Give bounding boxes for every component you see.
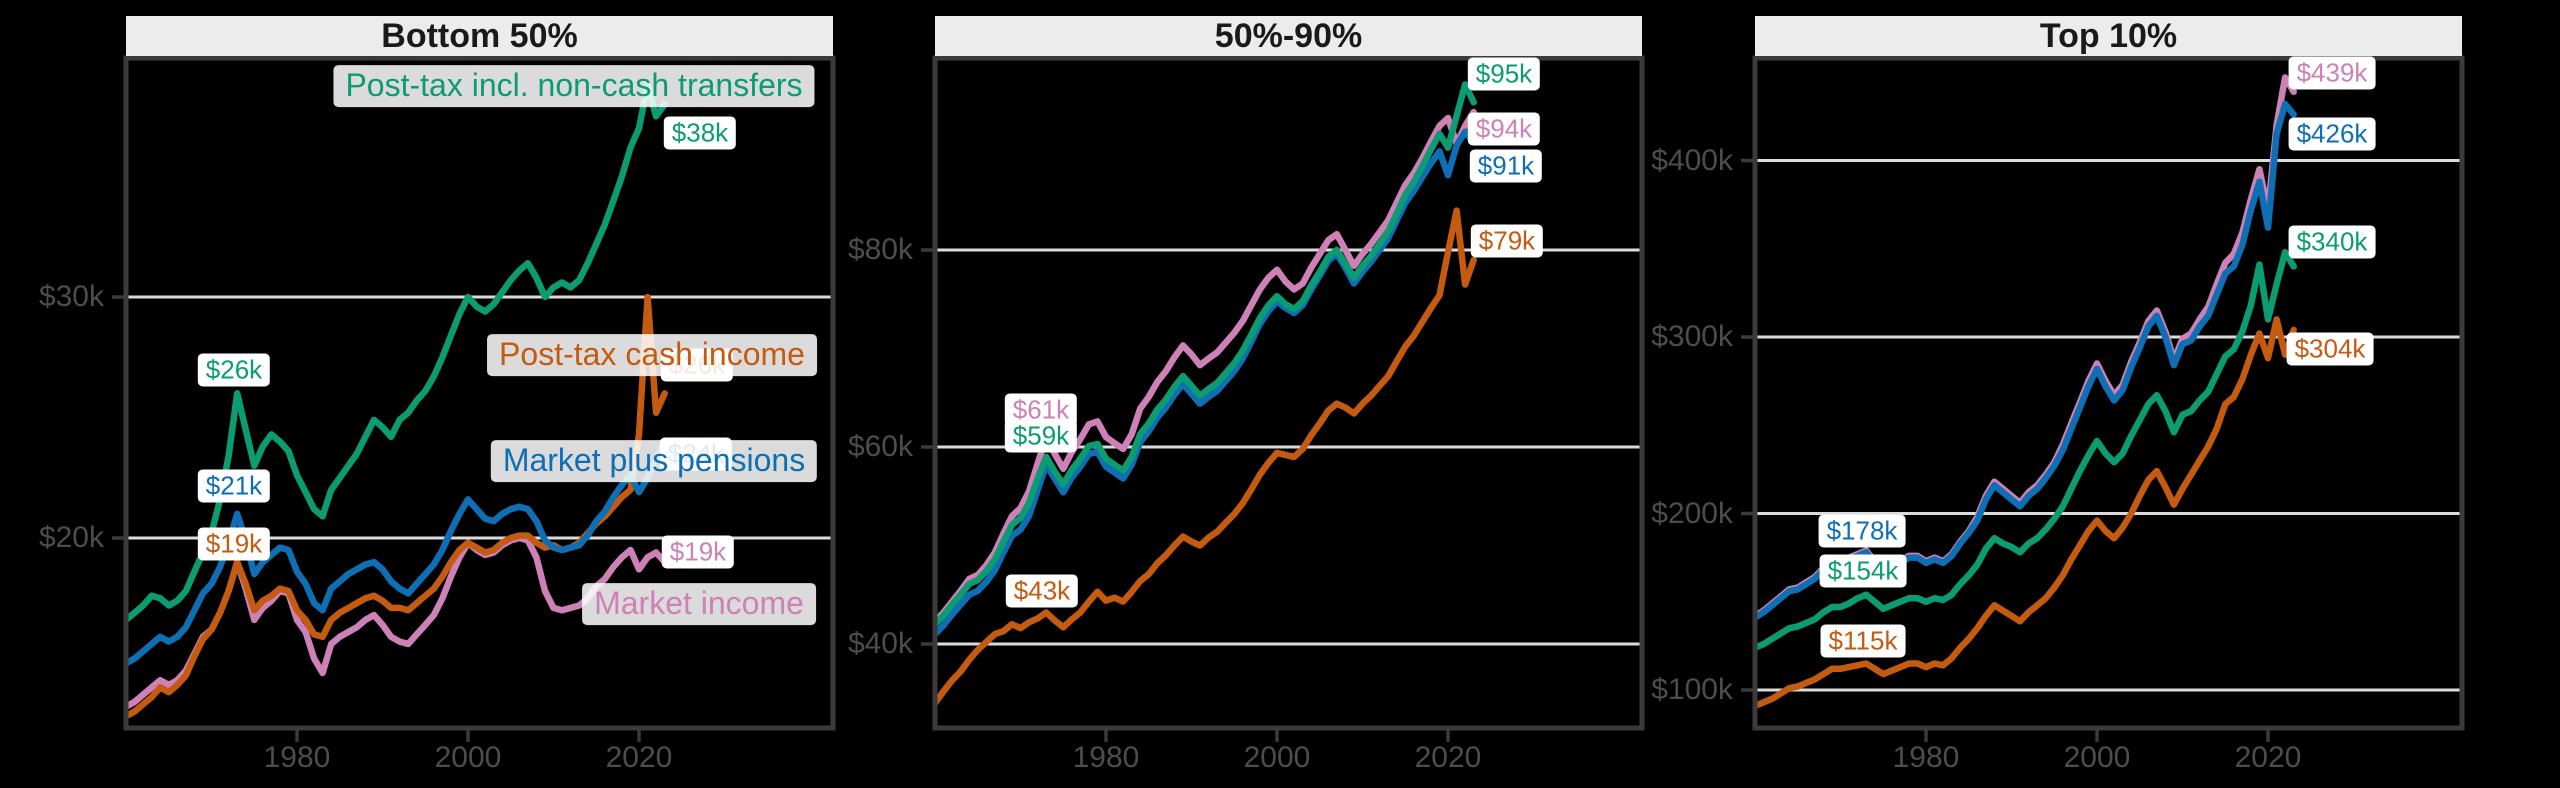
series-lines: [126, 81, 668, 720]
value-label-end79: $79k: [1470, 224, 1544, 258]
series-line-posttax-full: [935, 81, 1477, 628]
y-axis-label-40k: $40k: [847, 627, 913, 660]
value-label-peak19: $19k: [197, 527, 271, 561]
x-axis-label-1980: 1980: [1892, 741, 1960, 774]
series-line-posttax-full: [1755, 249, 2297, 651]
series-label-lab_blue: Market plus pensions: [490, 440, 818, 482]
panel-border: [932, 55, 1645, 731]
x-axis-label-2020: 2020: [2234, 741, 2302, 774]
series-line-market: [935, 108, 1477, 625]
series-line-market-pensions: [126, 438, 668, 667]
series-line-posttax-cash: [1755, 316, 2297, 710]
x-axis-label-1980: 1980: [263, 741, 331, 774]
y-axis-label-30k: $30k: [38, 280, 104, 313]
facet-title-bottom-50: Bottom 50%: [126, 16, 833, 56]
value-label-peak178: $178k: [1818, 514, 1906, 548]
x-axis-label-2020: 2020: [605, 741, 673, 774]
y-axis-label-20k: $20k: [38, 521, 104, 554]
y-axis-label-60k: $60k: [847, 430, 913, 463]
y-axis-label-300k: $300k: [1651, 320, 1733, 353]
panel-border: [1752, 55, 2465, 731]
value-label-end91: $91k: [1469, 149, 1543, 183]
value-label-end439: $439k: [2288, 56, 2376, 90]
value-label-end426: $426k: [2288, 117, 2376, 151]
series-line-posttax-cash: [935, 207, 1477, 707]
x-axis-label-1980: 1980: [1072, 741, 1140, 774]
y-axis-label-80k: $80k: [847, 233, 913, 266]
y-axis-label-200k: $200k: [1651, 496, 1733, 530]
series-lines: [1755, 74, 2297, 710]
x-axis-label-2000: 2000: [434, 741, 502, 774]
value-label-peak21: $21k: [197, 469, 271, 503]
series-line-market-pensions: [935, 128, 1477, 638]
x-axis-label-2020: 2020: [1414, 741, 1482, 774]
value-label-end94: $94k: [1467, 112, 1541, 146]
value-label-end19: $19k: [661, 535, 735, 569]
series-line-posttax-full: [126, 81, 668, 624]
y-axis-label-100k: $100k: [1651, 673, 1733, 706]
value-label-peak43: $43k: [1005, 574, 1079, 608]
value-label-end340: $340k: [2288, 225, 2376, 259]
facet-title-50-90: 50%-90%: [935, 16, 1642, 56]
value-label-end38: $38k: [663, 116, 737, 150]
value-label-peak59: $59k: [1004, 419, 1078, 453]
series-lines: [935, 81, 1477, 707]
value-label-end95: $95k: [1467, 57, 1541, 91]
series-label-lab_green: Post-tax incl. non-cash transfers: [333, 65, 815, 107]
facet-title-top-10: Top 10%: [1755, 16, 2462, 56]
panel-0: [112, 55, 836, 742]
x-axis-label-2000: 2000: [2063, 741, 2131, 774]
x-axis-label-2000: 2000: [1243, 741, 1311, 774]
value-label-end304: $304k: [2286, 332, 2374, 366]
panel-border: [123, 55, 836, 731]
value-label-peak26: $26k: [197, 353, 271, 387]
y-axis-label-400k: $400k: [1651, 143, 1733, 177]
series-label-lab_orange: Post-tax cash income: [487, 334, 817, 376]
value-label-peak154: $154k: [1819, 554, 1907, 588]
value-label-peak115: $115k: [1820, 624, 1906, 658]
series-label-lab_pink: Market income: [582, 583, 816, 625]
